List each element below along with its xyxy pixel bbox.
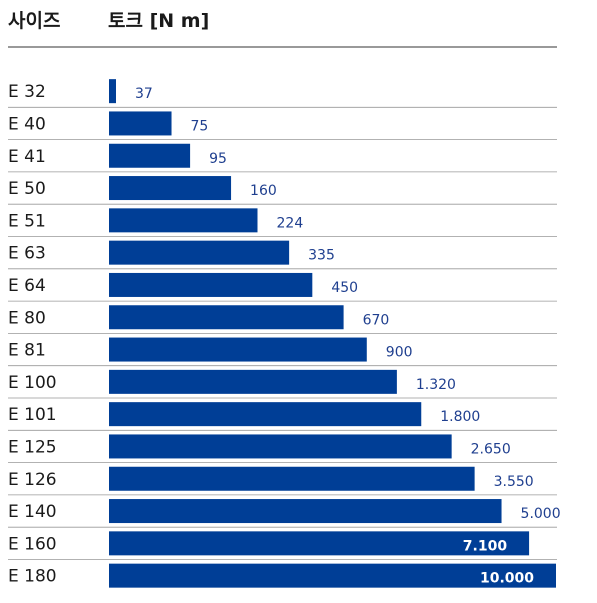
category-label: E 41 [8, 147, 46, 167]
data-label: 75 [191, 118, 209, 134]
category-label: E 32 [8, 82, 46, 102]
category-label: E 80 [8, 308, 46, 328]
data-label: 95 [209, 151, 227, 167]
category-label: E 50 [8, 179, 46, 199]
bar [109, 563, 556, 588]
bar [109, 208, 258, 233]
data-label: 37 [135, 86, 153, 102]
chart-rows: E 32 37 E 40 75 E 41 95 E 50 160 E 51 224 E 63 335 E… [8, 79, 561, 588]
data-label: 335 [308, 248, 335, 264]
category-label: E 101 [8, 405, 57, 425]
data-label: 10.000 [480, 571, 534, 587]
bar [109, 337, 367, 362]
category-label: E 100 [8, 373, 57, 393]
category-label: E 160 [8, 534, 57, 554]
bar [109, 531, 530, 556]
data-label: 224 [277, 215, 304, 231]
bar [109, 305, 344, 330]
category-label: E 40 [8, 114, 46, 134]
bar [109, 369, 397, 394]
category-label: E 126 [8, 470, 57, 490]
data-label: 5.000 [521, 506, 561, 522]
data-label: 900 [386, 345, 413, 361]
bar [109, 402, 422, 427]
data-label: 3.550 [494, 474, 534, 490]
category-column-header: 사이즈 [8, 10, 60, 32]
bar [109, 272, 313, 297]
data-label: 2.650 [471, 441, 511, 457]
data-label: 160 [250, 183, 277, 199]
data-label: 670 [363, 312, 390, 328]
category-label: E 125 [8, 437, 57, 457]
data-label: 7.100 [463, 538, 508, 554]
bar [109, 111, 172, 136]
data-label: 450 [331, 280, 358, 296]
bar [109, 143, 191, 168]
data-label: 1.320 [416, 377, 456, 393]
category-label: E 81 [8, 341, 46, 361]
bar [109, 176, 232, 201]
category-label: E 63 [8, 244, 46, 264]
category-label: E 180 [8, 567, 57, 587]
bar [109, 466, 475, 491]
bar [109, 499, 502, 524]
bar [109, 240, 290, 265]
bar [109, 79, 116, 104]
category-label: E 51 [8, 211, 46, 231]
bar [109, 434, 452, 459]
category-label: E 64 [8, 276, 46, 296]
category-label: E 140 [8, 502, 57, 522]
value-column-header: 토크 [N m] [108, 10, 209, 32]
data-label: 1.800 [440, 409, 480, 425]
